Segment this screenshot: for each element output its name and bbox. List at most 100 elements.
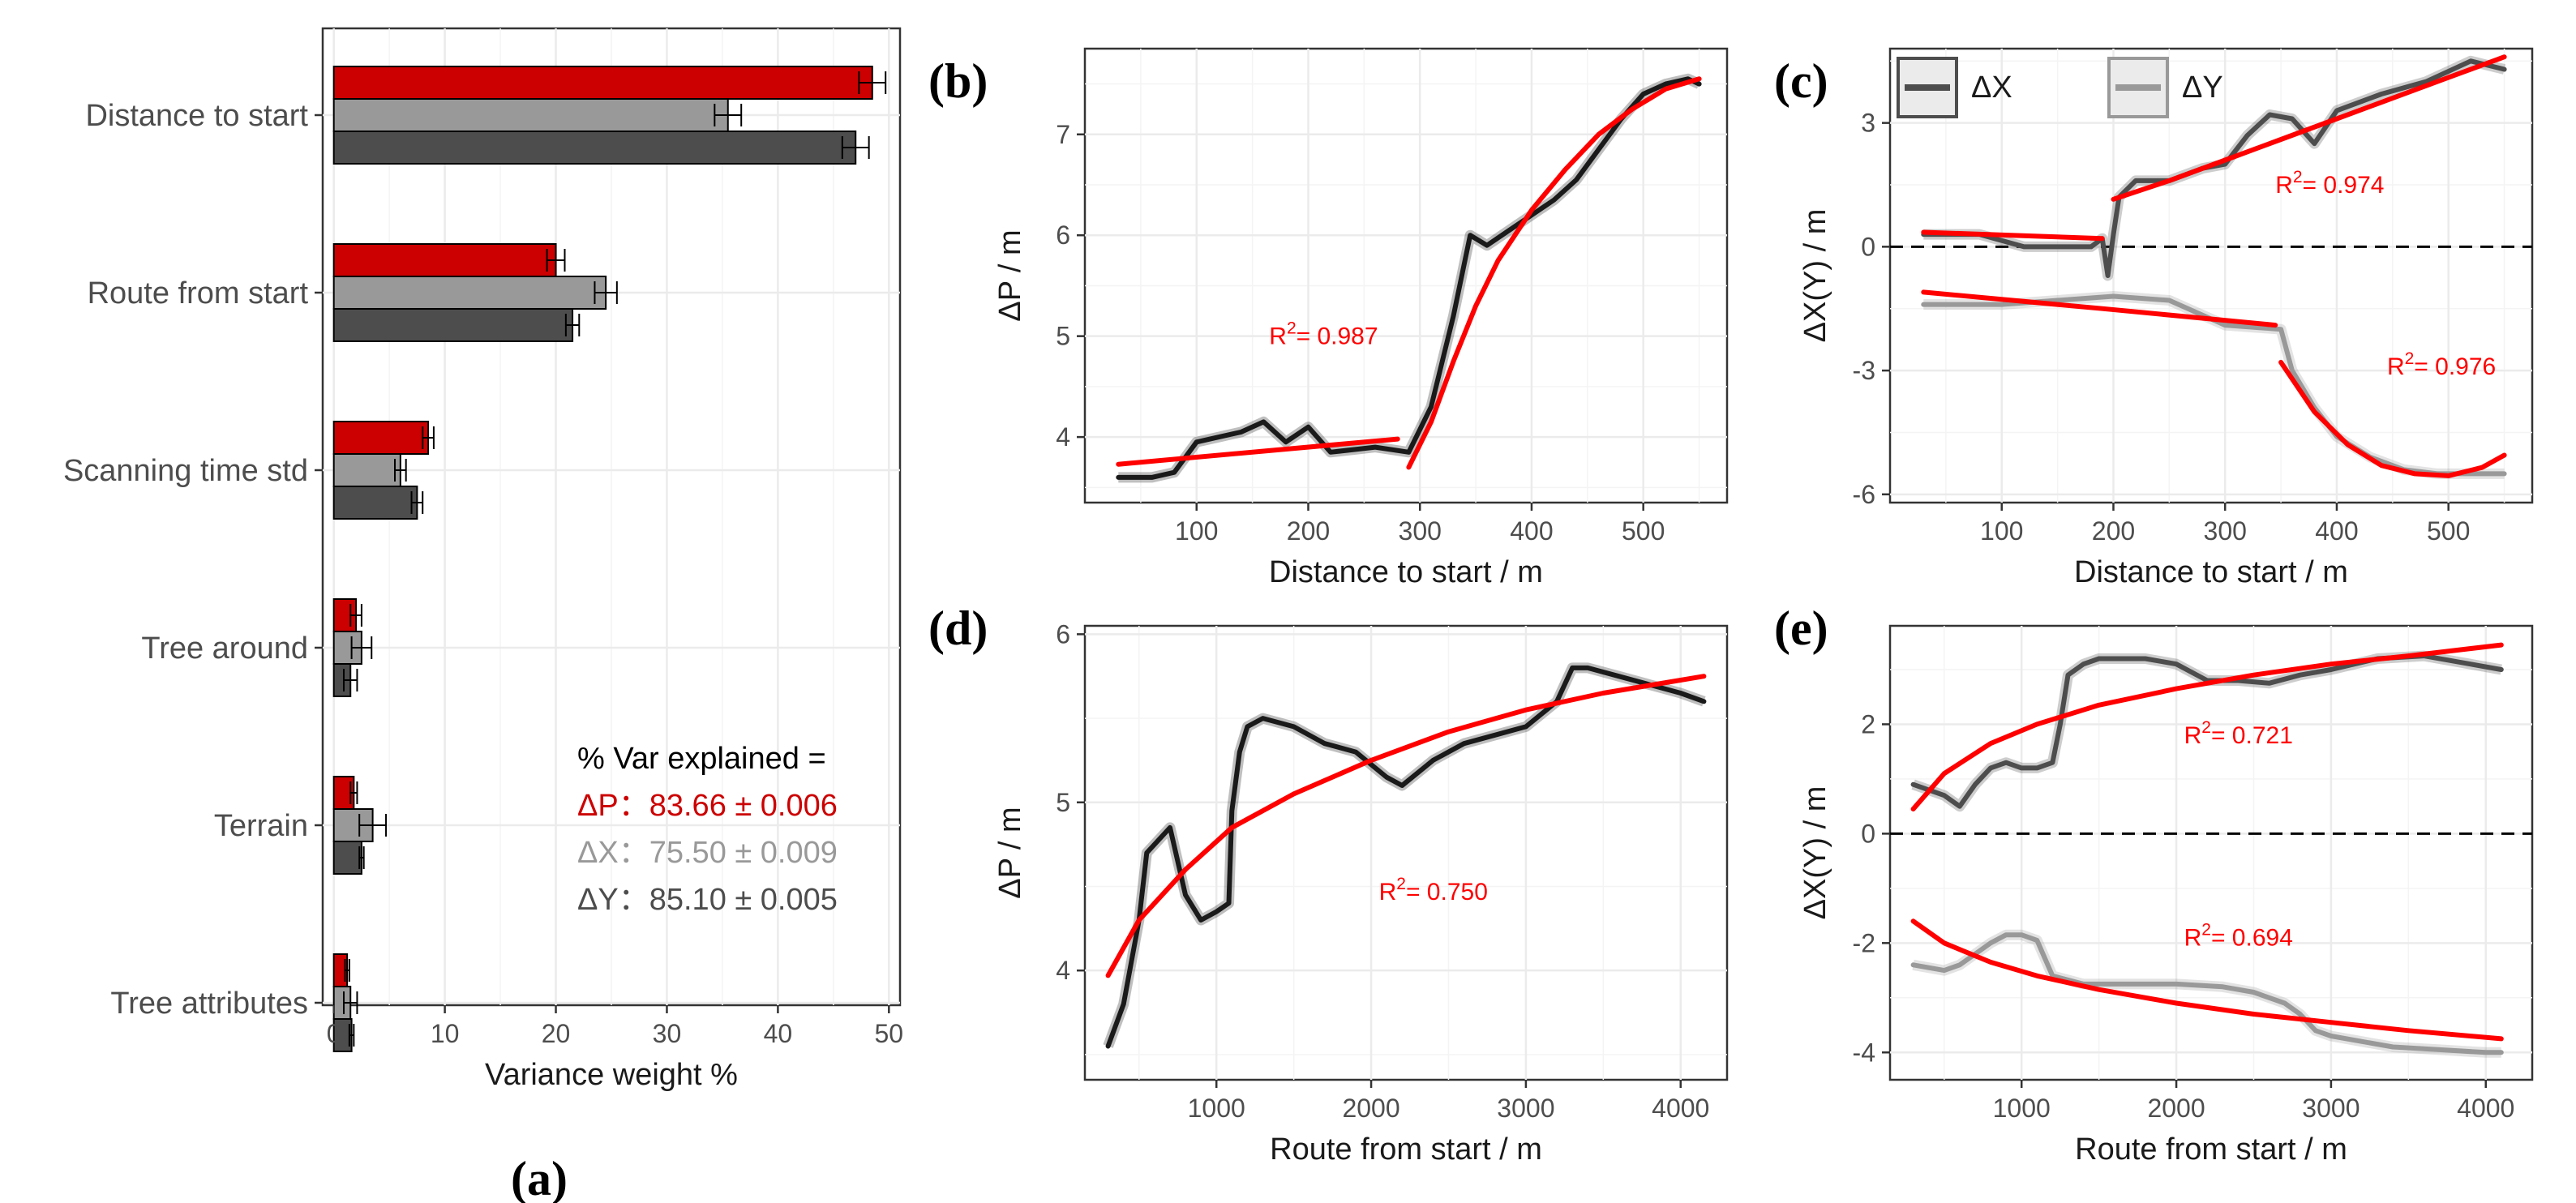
- axis-title-y: ΔP / m: [993, 229, 1027, 321]
- fit-curve-3: [2278, 359, 2507, 478]
- tick-label-x: 400: [1510, 516, 1553, 546]
- axis-title-x: Variance weight %: [485, 1058, 738, 1092]
- tick-label-x: 4000: [1652, 1094, 1709, 1123]
- category-label: Tree attributes: [110, 987, 308, 1021]
- panel-label-d: (d): [928, 602, 988, 655]
- bar-ΔP-1: [332, 243, 557, 277]
- tick-label-y: 7: [1056, 120, 1070, 149]
- observed-line-d: [1105, 665, 1707, 1049]
- tick-label-x: 40: [764, 1019, 793, 1048]
- tick-label-x: 500: [2427, 516, 2470, 546]
- tick-label-x: 300: [2204, 516, 2247, 546]
- bar-ΔY-1: [332, 308, 574, 342]
- panel-c: 100 200 300 400 500 -6 -3 0 3 R2= 0.974 R2= 0.976 Δ…: [1774, 47, 2534, 589]
- tick-label-x: 500: [1622, 516, 1665, 546]
- tick-label-y: 6: [1056, 619, 1070, 649]
- panel-e: 1000 2000 3000 4000 -4 -2 0 2 R2= 0.721 R2= 0.694…: [1774, 602, 2534, 1167]
- tick-label-x: 100: [1175, 516, 1218, 546]
- axis-title-y: ΔX(Y) / m: [1798, 786, 1832, 920]
- tick-label-x: 1000: [1993, 1094, 2051, 1123]
- r2-annotation: R2= 0.987: [1269, 319, 1378, 350]
- axis-title-x: Route from start / m: [2075, 1132, 2347, 1167]
- tick-label-y: -3: [1853, 356, 1875, 385]
- axis-title-x: Distance to start / m: [1269, 555, 1543, 589]
- bar-ΔP-0: [332, 66, 873, 100]
- bar-ΔP-2: [332, 421, 430, 455]
- bar-ΔX-2: [332, 453, 401, 487]
- category-label: Tree around: [141, 631, 308, 666]
- fit-curve-0: [1116, 436, 1400, 467]
- var-explained-line: ΔX：75.50 ± 0.009: [577, 836, 838, 870]
- tick-label-x: 2000: [2147, 1094, 2205, 1123]
- r2-annotation: R2= 0.976: [2387, 349, 2496, 380]
- tick-label-y: -2: [1853, 928, 1875, 957]
- var-explained-title: % Var explained =: [577, 742, 826, 776]
- fit-curve-1: [2111, 54, 2507, 202]
- tick-label-y: 5: [1056, 788, 1070, 817]
- r2-annotation: R2= 0.750: [1379, 875, 1488, 905]
- tick-label-x: 400: [2315, 516, 2358, 546]
- panel-label-c: (c): [1774, 54, 1828, 108]
- tick-label-y: 0: [1861, 819, 1875, 848]
- axis-title-x: Distance to start / m: [2074, 555, 2348, 589]
- bar-ΔX-1: [332, 276, 607, 310]
- tick-label-y: 3: [1861, 109, 1875, 138]
- bar-ΔY-2: [332, 486, 418, 520]
- plot-area-d: [1083, 624, 1729, 1081]
- tick-label-x: 100: [1980, 516, 2023, 546]
- var-explained-line: ΔY：85.10 ± 0.005: [577, 883, 838, 917]
- axis-title-y: ΔX(Y) / m: [1798, 209, 1832, 343]
- panel-a: Distance to start Route from start Scannin…: [63, 27, 904, 1203]
- r2-annotation: R2= 0.721: [2184, 718, 2293, 749]
- tick-label-x: 200: [1287, 516, 1330, 546]
- plot-area-b: [1083, 47, 1729, 504]
- bar-ΔY-0: [332, 131, 857, 165]
- axis-title-x: Route from start / m: [1270, 1132, 1542, 1167]
- tick-label-y: 6: [1056, 220, 1070, 250]
- observed-line-b: [1116, 76, 1702, 480]
- category-label: Route from start: [88, 276, 309, 310]
- tick-label-y: -4: [1853, 1038, 1875, 1067]
- plot-area-c: [1888, 47, 2534, 504]
- r2-annotation: R2= 0.694: [2184, 921, 2293, 952]
- fit-curve-0: [1921, 229, 2105, 242]
- fit-curve-1: [1406, 76, 1702, 470]
- panel-label-b: (b): [928, 54, 988, 108]
- fit-curve-0: [1910, 642, 2504, 811]
- tick-label-x: 0: [327, 1019, 341, 1048]
- fit-curve-1: [1910, 918, 2504, 1042]
- bar-ΔY-4: [332, 841, 362, 875]
- var-explained-line: ΔP：83.66 ± 0.006: [577, 789, 838, 823]
- tick-label-x: 200: [2092, 516, 2135, 546]
- r2-annotation: R2= 0.974: [2275, 168, 2384, 199]
- fit-curve-0: [1105, 674, 1707, 978]
- tick-label-y: -6: [1853, 480, 1875, 509]
- tick-label-x: 2000: [1342, 1094, 1399, 1123]
- tick-label-x: 4000: [2457, 1094, 2514, 1123]
- fit-curve-2: [1921, 289, 2278, 328]
- tick-label-y: 4: [1056, 956, 1070, 985]
- panel-d: 1000 2000 3000 4000 4 5 6 R2= 0.750 Route from s…: [928, 602, 1729, 1167]
- tick-label-y: 4: [1056, 422, 1070, 452]
- tick-label-x: 30: [653, 1019, 682, 1048]
- tick-label-x: 50: [875, 1019, 904, 1048]
- category-label: Scanning time std: [63, 454, 308, 488]
- tick-label-x: 1000: [1188, 1094, 1245, 1123]
- panel-label-e: (e): [1774, 602, 1828, 655]
- tick-label-x: 300: [1399, 516, 1442, 546]
- observed-line-ΔX: [1910, 653, 2504, 809]
- tick-label-x: 3000: [2302, 1094, 2360, 1123]
- tick-label-x: 20: [542, 1019, 571, 1048]
- tick-label-y: 5: [1056, 322, 1070, 351]
- axis-title-y: ΔP / m: [993, 807, 1027, 898]
- bar-ΔX-0: [332, 98, 729, 132]
- legend-label-ΔY: ΔY: [2182, 71, 2223, 105]
- panel-label-a: (a): [511, 1152, 568, 1203]
- tick-label-x: 3000: [1497, 1094, 1554, 1123]
- tick-label-y: 2: [1861, 709, 1875, 738]
- category-label: Distance to start: [85, 99, 308, 133]
- legend-label-ΔX: ΔX: [1971, 71, 2012, 105]
- tick-label-y: 0: [1861, 232, 1875, 261]
- panel-b: 100 200 300 400 500 4 5 6 7 R2= 0.987 Distance to …: [928, 47, 1729, 589]
